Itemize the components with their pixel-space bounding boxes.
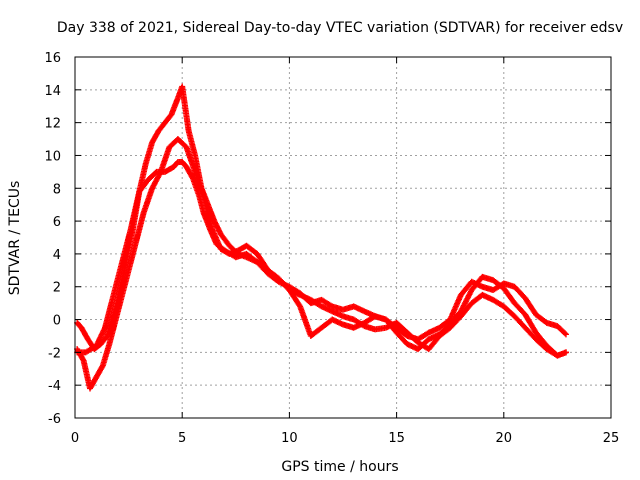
- y-tick-label: 10: [44, 149, 61, 164]
- chart-title: Day 338 of 2021, Sidereal Day-to-day VTE…: [57, 20, 623, 36]
- y-tick-label: -4: [48, 379, 61, 394]
- y-tick-label: 16: [44, 51, 61, 66]
- x-tick-label: 20: [496, 431, 513, 446]
- x-axis-label: GPS time / hours: [281, 459, 398, 475]
- y-tick-label: -2: [48, 346, 61, 361]
- y-tick-label: 14: [44, 84, 61, 99]
- x-tick-label: 25: [603, 431, 620, 446]
- data-points: [74, 83, 569, 392]
- y-tick-label: -6: [48, 412, 61, 427]
- y-tick-label: 8: [53, 182, 61, 197]
- plot-frame: [74, 56, 612, 419]
- plus-point: [99, 363, 106, 370]
- y-axis-label: SDTVAR / TECUs: [7, 181, 23, 296]
- y-tick-label: 2: [53, 281, 61, 296]
- x-tick-label: 0: [71, 431, 79, 446]
- plus-point: [562, 331, 569, 338]
- y-tick-label: 0: [53, 314, 61, 329]
- y-tick-label: 12: [44, 117, 61, 132]
- x-tick-label: 15: [388, 431, 405, 446]
- x-tick-label: 5: [178, 431, 186, 446]
- x-axis-ticks: 0 5 10 15 20 25: [71, 57, 619, 446]
- plus-point: [562, 349, 569, 356]
- grid-lines: [75, 57, 611, 418]
- y-axis-ticks: -6 -4 -2 0 2 4 6 8 10 12 14 16: [44, 51, 611, 427]
- plus-point: [79, 356, 86, 363]
- y-tick-label: 4: [53, 248, 61, 263]
- x-tick-label: 10: [281, 431, 298, 446]
- plus-point: [561, 330, 568, 337]
- series-day-c: [74, 136, 569, 392]
- y-tick-label: 6: [53, 215, 61, 230]
